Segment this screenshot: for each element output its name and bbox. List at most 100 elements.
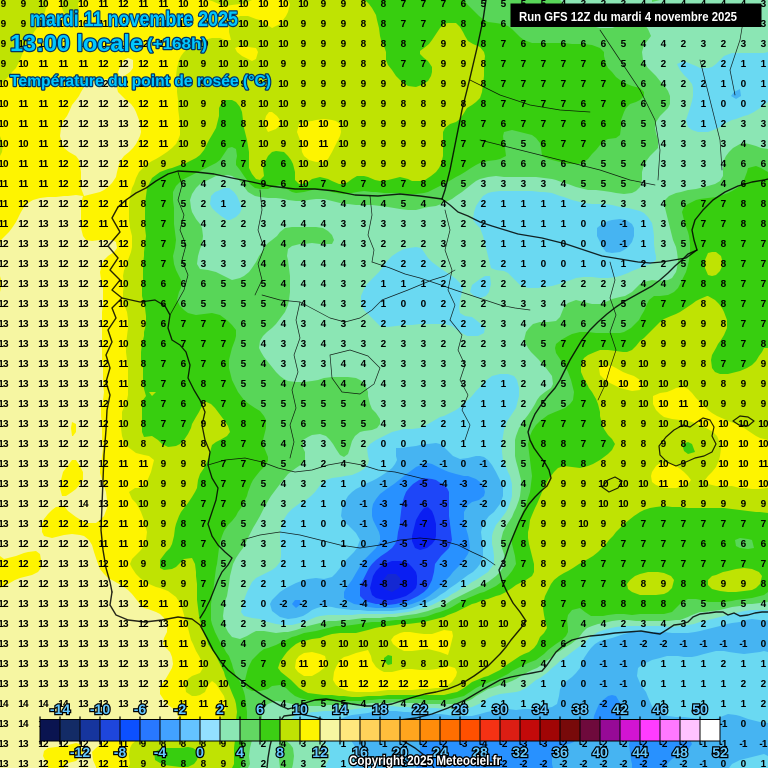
svg-text:13: 13 <box>98 599 109 610</box>
svg-text:9: 9 <box>681 359 687 370</box>
svg-text:(+168h): (+168h) <box>147 36 207 53</box>
svg-text:10: 10 <box>258 99 269 110</box>
svg-text:1: 1 <box>541 219 547 230</box>
svg-text:4: 4 <box>261 259 267 270</box>
svg-text:9: 9 <box>561 479 567 490</box>
svg-text:3: 3 <box>241 559 247 570</box>
svg-text:7: 7 <box>761 319 767 330</box>
svg-text:8: 8 <box>141 239 147 250</box>
svg-text:3: 3 <box>361 259 367 270</box>
svg-text:1: 1 <box>341 479 347 490</box>
svg-text:0: 0 <box>561 239 567 250</box>
svg-text:1: 1 <box>641 219 647 230</box>
svg-text:-2: -2 <box>599 739 608 750</box>
svg-text:13: 13 <box>138 659 149 670</box>
svg-text:9: 9 <box>221 759 227 768</box>
svg-text:13: 13 <box>18 519 29 530</box>
svg-text:12: 12 <box>58 179 69 190</box>
svg-text:4: 4 <box>361 699 367 710</box>
svg-text:11: 11 <box>199 699 209 710</box>
svg-text:12: 12 <box>118 159 129 170</box>
svg-text:10: 10 <box>318 159 329 170</box>
svg-text:7: 7 <box>401 0 407 10</box>
svg-text:-5: -5 <box>399 599 408 610</box>
svg-text:48: 48 <box>672 744 688 760</box>
svg-text:9: 9 <box>381 79 387 90</box>
svg-text:9: 9 <box>361 119 367 130</box>
svg-text:9: 9 <box>361 99 367 110</box>
svg-text:8: 8 <box>201 619 207 630</box>
svg-text:11: 11 <box>339 679 349 690</box>
svg-text:12: 12 <box>0 299 9 310</box>
svg-text:6: 6 <box>261 459 267 470</box>
svg-text:7: 7 <box>561 139 567 150</box>
svg-text:5: 5 <box>201 299 207 310</box>
svg-text:12: 12 <box>98 559 109 570</box>
svg-text:5: 5 <box>561 379 567 390</box>
svg-text:11: 11 <box>119 379 129 390</box>
svg-text:5: 5 <box>621 299 627 310</box>
svg-text:1: 1 <box>521 699 527 710</box>
svg-text:3: 3 <box>301 439 307 450</box>
svg-text:11: 11 <box>39 159 49 170</box>
svg-text:8: 8 <box>621 599 627 610</box>
svg-text:9: 9 <box>441 59 447 70</box>
svg-text:13: 13 <box>78 639 89 650</box>
svg-text:-4: -4 <box>399 499 408 510</box>
svg-text:0: 0 <box>481 559 487 570</box>
svg-text:11: 11 <box>179 699 189 710</box>
svg-text:9: 9 <box>461 679 467 690</box>
svg-text:4: 4 <box>341 379 347 390</box>
svg-text:4: 4 <box>341 359 347 370</box>
svg-text:9: 9 <box>761 379 767 390</box>
svg-text:1: 1 <box>461 419 467 430</box>
svg-text:52: 52 <box>712 744 728 760</box>
svg-text:2: 2 <box>481 259 487 270</box>
svg-text:7: 7 <box>161 439 167 450</box>
svg-text:-1: -1 <box>479 459 488 470</box>
svg-text:6: 6 <box>681 199 687 210</box>
svg-text:-10: -10 <box>90 701 110 717</box>
svg-text:9: 9 <box>381 159 387 170</box>
svg-text:18: 18 <box>372 701 388 717</box>
svg-text:3: 3 <box>301 199 307 210</box>
svg-text:1: 1 <box>461 439 467 450</box>
svg-text:13: 13 <box>18 479 29 490</box>
svg-text:8: 8 <box>221 419 227 430</box>
svg-text:8: 8 <box>701 579 707 590</box>
svg-text:8: 8 <box>721 279 727 290</box>
svg-text:4: 4 <box>381 419 387 430</box>
svg-text:-2: -2 <box>619 759 628 768</box>
svg-text:4: 4 <box>381 379 387 390</box>
svg-text:7: 7 <box>161 259 167 270</box>
svg-text:10: 10 <box>178 0 189 10</box>
svg-text:8: 8 <box>641 439 647 450</box>
svg-text:2: 2 <box>621 619 627 630</box>
svg-text:36: 36 <box>552 744 568 760</box>
svg-text:0: 0 <box>581 679 587 690</box>
svg-text:3: 3 <box>621 199 627 210</box>
svg-text:4: 4 <box>661 139 667 150</box>
svg-text:3: 3 <box>501 299 507 310</box>
svg-text:4: 4 <box>261 499 267 510</box>
svg-text:3: 3 <box>681 619 687 630</box>
svg-text:9: 9 <box>161 159 167 170</box>
svg-text:9: 9 <box>181 459 187 470</box>
svg-text:4: 4 <box>361 359 367 370</box>
svg-text:2: 2 <box>321 459 327 470</box>
svg-text:0: 0 <box>301 579 307 590</box>
svg-text:1: 1 <box>541 679 547 690</box>
svg-text:-1: -1 <box>619 239 628 250</box>
svg-text:4: 4 <box>721 179 727 190</box>
svg-text:8: 8 <box>661 319 667 330</box>
svg-text:11: 11 <box>399 639 409 650</box>
svg-text:4: 4 <box>201 239 207 250</box>
svg-text:-1: -1 <box>739 739 748 750</box>
svg-text:2: 2 <box>321 479 327 490</box>
svg-text:8: 8 <box>481 99 487 110</box>
svg-text:0: 0 <box>461 459 467 470</box>
svg-text:11: 11 <box>159 119 169 130</box>
svg-text:9: 9 <box>741 399 747 410</box>
svg-text:7: 7 <box>561 419 567 430</box>
svg-text:3: 3 <box>341 339 347 350</box>
